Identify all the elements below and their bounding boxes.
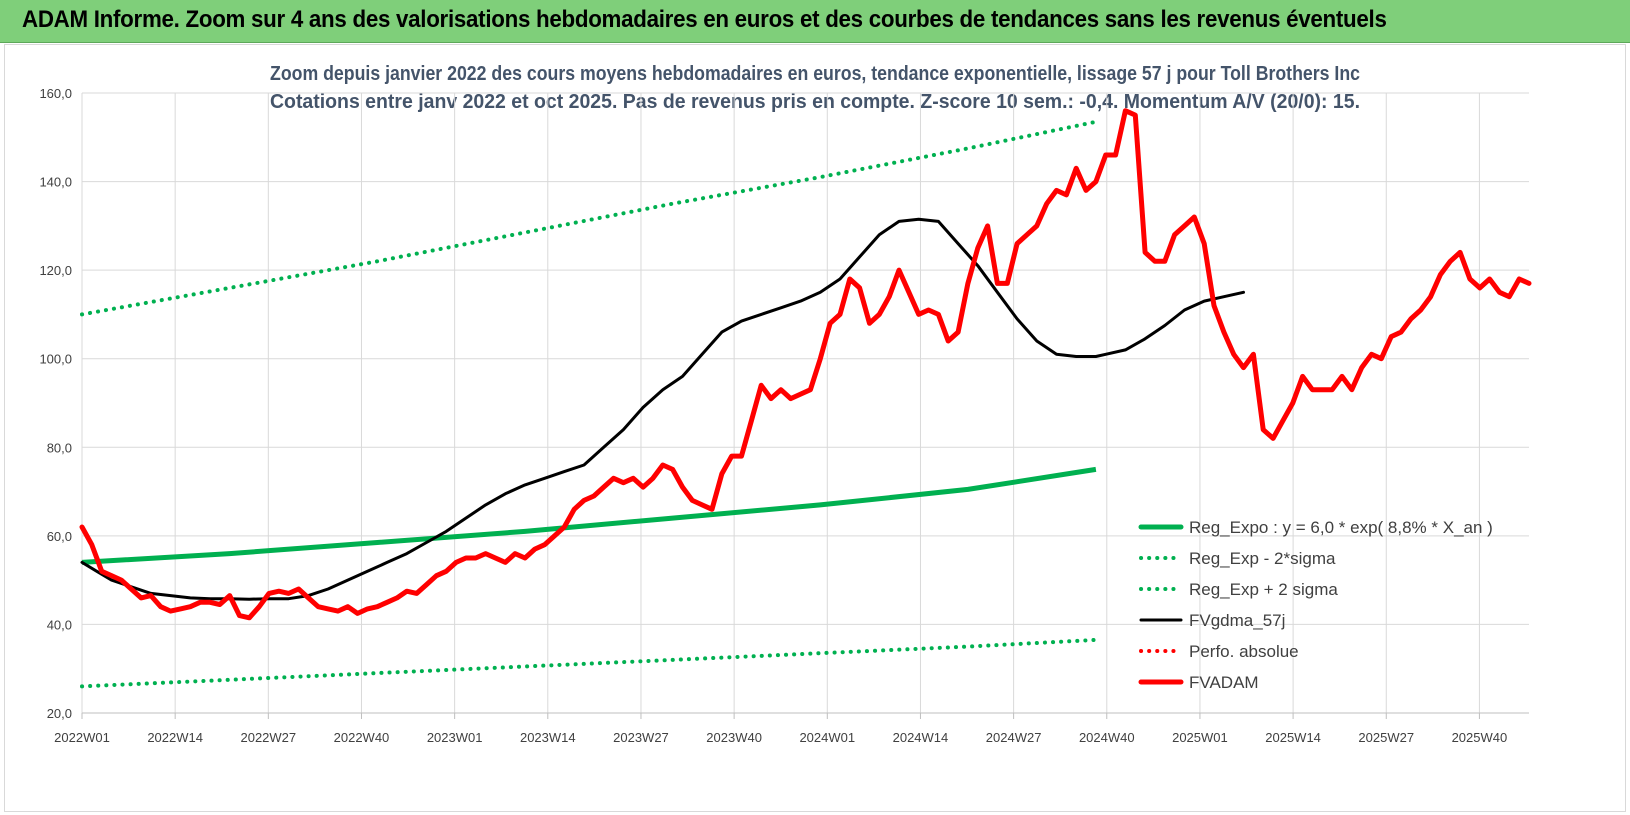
report-banner: ADAM Informe. Zoom sur 4 ans des valoris…: [0, 0, 1630, 43]
report-title: ADAM Informe. Zoom sur 4 ans des valoris…: [22, 6, 1387, 33]
series-fvgdma-57j: [80, 217, 1245, 601]
series-reg-exp-minus-2sigma: [80, 637, 1098, 689]
x-tick-label: 2025W40: [1452, 730, 1508, 745]
x-tick-label: 2023W40: [706, 730, 762, 745]
x-tick-label: 2025W27: [1358, 730, 1414, 745]
grid-lines: [81, 92, 1529, 714]
y-tick-label: 160,0: [39, 86, 72, 101]
x-tick-label: 2025W14: [1265, 730, 1321, 745]
legend-item: FVADAM: [1138, 673, 1259, 692]
series-fvadam: [79, 108, 1532, 621]
series-reg-exp-plus-2sigma: [80, 119, 1098, 317]
chart-frame: Zoom depuis janvier 2022 des cours moyen…: [4, 44, 1626, 812]
legend: Reg_Expo : y = 6,0 * exp( 8,8% * X_an ) R…: [1138, 518, 1493, 692]
y-tick-label: 60,0: [47, 529, 72, 544]
series-group: [79, 108, 1532, 689]
x-tick-label: 2022W40: [334, 730, 390, 745]
legend-item: Perfo. absolue: [1139, 642, 1299, 661]
legend-item: Reg_Expo : y = 6,0 * exp( 8,8% * X_an ): [1138, 518, 1493, 537]
x-tick-label: 2022W01: [54, 730, 110, 745]
legend-item: Reg_Exp - 2*sigma: [1139, 549, 1336, 568]
y-tick-label: 40,0: [47, 617, 72, 632]
x-tick-label: 2024W01: [799, 730, 855, 745]
line-chart: Zoom depuis janvier 2022 des cours moyen…: [39, 63, 1532, 745]
y-tick-label: 100,0: [39, 352, 72, 367]
x-tick-label: 2024W27: [986, 730, 1042, 745]
legend-item: Reg_Exp + 2 sigma: [1139, 580, 1338, 599]
x-tick-label: 2023W27: [613, 730, 669, 745]
x-tick-label: 2024W14: [893, 730, 949, 745]
y-axis: 20,0 40,0 60,0 80,0 100,0 120,0 140,0 160,0: [39, 86, 72, 721]
series-reg-expo: [81, 466, 1097, 565]
chart-subtitle-line1: Zoom depuis janvier 2022 des cours moyen…: [270, 63, 1360, 85]
x-tick-label: 2025W01: [1172, 730, 1228, 745]
x-tick-label: 2023W01: [427, 730, 483, 745]
x-tick-label: 2024W40: [1079, 730, 1135, 745]
legend-label: FVADAM: [1189, 673, 1259, 692]
x-tick-label: 2022W27: [240, 730, 296, 745]
y-tick-label: 80,0: [47, 440, 72, 455]
y-tick-label: 20,0: [47, 706, 72, 721]
legend-label: Reg_Exp - 2*sigma: [1189, 549, 1336, 568]
chart-subtitle-line2: Cotations entre janv 2022 et oct 2025. P…: [270, 91, 1360, 113]
legend-label: Reg_Expo : y = 6,0 * exp( 8,8% * X_an ): [1189, 518, 1493, 537]
x-tick-label: 2022W14: [147, 730, 203, 745]
legend-label: Perfo. absolue: [1189, 642, 1299, 661]
legend-label: FVgdma_57j: [1189, 611, 1285, 630]
x-tick-label: 2023W14: [520, 730, 576, 745]
legend-item: FVgdma_57j: [1139, 611, 1285, 630]
legend-label: Reg_Exp + 2 sigma: [1189, 580, 1338, 599]
y-tick-label: 140,0: [39, 175, 72, 190]
x-axis: 2022W01 2022W14 2022W27 2022W40 2023W01 2023W…: [54, 712, 1529, 745]
y-tick-label: 120,0: [39, 263, 72, 278]
